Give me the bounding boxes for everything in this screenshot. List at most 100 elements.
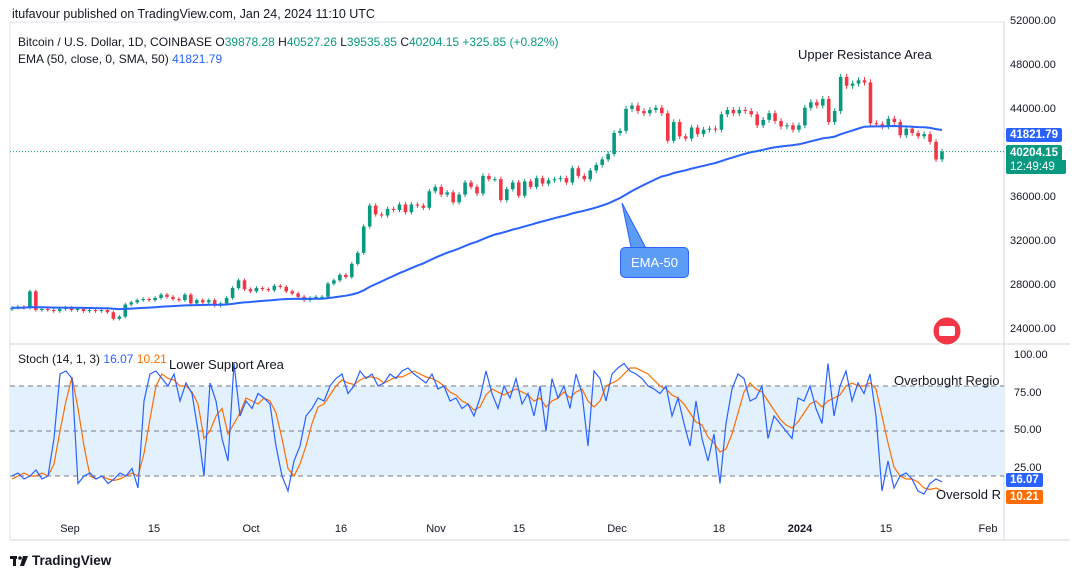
candle-body: [111, 312, 116, 319]
candle-body: [475, 186, 479, 194]
candle-body: [320, 296, 324, 298]
tv-logo-icon: [10, 556, 28, 567]
candle-body: [701, 129, 706, 135]
candle-body: [69, 307, 74, 311]
candle-body: [385, 208, 390, 216]
candle-body: [689, 127, 694, 139]
candle-body: [457, 194, 461, 203]
candle-body: [886, 118, 891, 127]
candle-body: [230, 288, 235, 298]
candle-body: [195, 300, 199, 304]
candle-body: [105, 310, 110, 313]
candle-body: [868, 82, 873, 124]
time-tick-label: Dec: [607, 523, 627, 535]
candle-body: [332, 280, 336, 284]
candle-body: [654, 107, 658, 110]
candle-body: [850, 83, 855, 86]
candle-body: [624, 108, 628, 131]
candle-body: [594, 164, 599, 171]
candle-body: [832, 111, 837, 123]
candle-body: [528, 181, 533, 187]
candle-body: [707, 128, 712, 130]
candle-body: [856, 80, 861, 84]
ema-label: EMA (50, close, 0, SMA, 50): [18, 52, 169, 66]
candle-body: [642, 111, 646, 114]
candle-body: [57, 308, 62, 312]
candle-body: [505, 189, 509, 201]
candle-body: [403, 204, 408, 213]
candle-body: [695, 127, 700, 135]
candle-body: [546, 180, 551, 184]
candle-body: [564, 178, 569, 183]
ema-value: 41821.79: [172, 52, 223, 66]
stoch-k-line: [11, 362, 943, 495]
open-label: O: [215, 35, 225, 49]
candle-body: [630, 105, 634, 109]
time-tick-label: Nov: [426, 523, 446, 535]
candle-body: [892, 118, 897, 123]
candle-body: [683, 136, 688, 139]
candle-body: [749, 111, 754, 115]
stoch-tick-label: 25.00: [1014, 461, 1042, 474]
candle-body: [820, 98, 825, 106]
price-tick-label: 52000.00: [1010, 15, 1056, 27]
candle-body: [350, 263, 354, 278]
price-tick-label: 36000.00: [1010, 190, 1056, 203]
candle-body: [552, 179, 557, 181]
candle-body: [391, 208, 396, 210]
candle-body: [916, 133, 920, 137]
candle-body: [189, 294, 193, 304]
candle-body: [576, 168, 581, 176]
candle-body: [373, 205, 378, 215]
candle-body: [314, 296, 318, 298]
ema-50-callout[interactable]: EMA-50: [620, 247, 689, 278]
stoch-k-tag: 16.07: [1006, 473, 1043, 487]
time-tick-label: 15: [512, 523, 526, 535]
candle-body: [28, 291, 32, 308]
candle-body: [236, 280, 241, 289]
candle-body: [93, 310, 98, 312]
candle-body: [797, 125, 801, 130]
time-tick-label: 18: [712, 523, 726, 535]
candle-body: [355, 252, 360, 264]
candle-body: [183, 294, 187, 301]
candle-body: [838, 76, 843, 112]
symbol-name[interactable]: Bitcoin / U.S. Dollar, 1D, COINBASE: [18, 35, 213, 49]
candle-body: [928, 134, 932, 142]
ema-legend[interactable]: EMA (50, close, 0, SMA, 50) 41821.79: [18, 52, 222, 66]
candle-body: [743, 109, 748, 112]
candle-body: [379, 214, 384, 216]
candle-body: [159, 294, 163, 298]
candle-body: [284, 286, 289, 292]
tradingview-logo[interactable]: TradingView: [10, 553, 111, 568]
brand-name: TradingView: [32, 553, 112, 568]
candle-body: [272, 285, 277, 291]
candle-body: [99, 310, 104, 312]
candle-body: [469, 182, 473, 187]
time-tick-label: 15: [879, 523, 893, 535]
candle-body: [344, 274, 348, 278]
candle-body: [135, 300, 139, 303]
candle-body: [254, 288, 259, 292]
candle-body: [206, 300, 211, 303]
price-tick-label: 32000.00: [1010, 234, 1056, 247]
candle-body: [755, 114, 759, 126]
candle-body: [75, 308, 80, 311]
candle-body: [266, 289, 271, 291]
publisher-line: itufavour published on TradingView.com, …: [12, 7, 375, 21]
candle-body: [200, 300, 205, 303]
candle-body: [129, 302, 134, 305]
candle-body: [725, 109, 730, 115]
change-value: +325.85 (+0.82%): [462, 35, 559, 49]
candle-body: [123, 304, 128, 317]
candle-body: [779, 120, 783, 127]
stoch-tick-label: 50.00: [1014, 424, 1042, 436]
ema-50-line: [12, 124, 943, 311]
candle-body: [880, 124, 885, 127]
candle-body: [117, 316, 122, 319]
candle-body: [147, 299, 151, 301]
candle-body: [516, 182, 521, 196]
stoch-legend[interactable]: Stoch (14, 1, 3) 16.07 10.21: [18, 352, 167, 366]
candle-body: [409, 204, 414, 213]
